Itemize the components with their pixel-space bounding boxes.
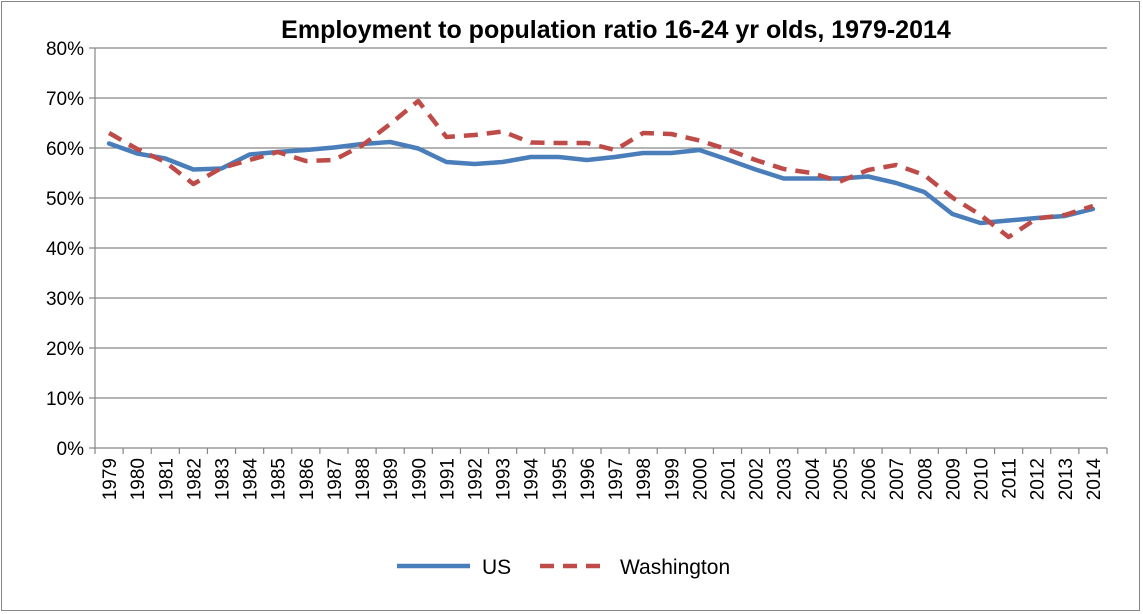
x-tick-label: 2003 xyxy=(775,458,796,500)
y-tick-label: 10% xyxy=(46,389,84,410)
x-tick-label: 1982 xyxy=(184,458,205,500)
x-tick-label: 1985 xyxy=(269,458,290,500)
y-axis-tick-labels: 0% 10% 20% 30% 40% 50% 60% 70% 80% xyxy=(46,39,84,460)
x-tick-label: 1993 xyxy=(494,458,515,500)
x-tick-label: 1987 xyxy=(325,458,346,500)
x-tick-label: 2009 xyxy=(943,458,964,500)
x-tick-label: 2002 xyxy=(747,458,768,500)
series-lines xyxy=(106,98,1096,240)
y-tick-label: 30% xyxy=(46,289,84,310)
y-tick-label: 60% xyxy=(46,139,84,160)
x-tick-label: 2008 xyxy=(915,458,936,500)
x-tick-label: 1984 xyxy=(241,458,262,501)
x-tick-label: 2013 xyxy=(1056,458,1077,500)
x-tick-label: 2010 xyxy=(972,458,993,500)
x-tick-label: 1991 xyxy=(437,458,458,500)
x-tick-label: 2007 xyxy=(887,458,908,500)
x-tick-label: 1980 xyxy=(128,458,149,500)
x-tick-label: 2006 xyxy=(859,458,880,500)
series-line-washington xyxy=(107,98,1094,240)
chart-title: Employment to population ratio 16-24 yr … xyxy=(281,16,951,44)
x-tick-label: 1988 xyxy=(353,458,374,500)
x-tick-label: 1999 xyxy=(662,458,683,500)
y-tick-label: 20% xyxy=(46,339,84,360)
x-tick-label: 1997 xyxy=(606,458,627,500)
x-tick-label: 1996 xyxy=(578,458,599,500)
y-tick-label: 50% xyxy=(46,189,84,210)
x-tick-label: 1983 xyxy=(213,458,234,500)
x-tick-label: 1981 xyxy=(156,458,177,500)
y-tick-label: 0% xyxy=(57,439,85,460)
x-tick-label: 1986 xyxy=(297,458,318,500)
x-tick-label: 1990 xyxy=(409,458,430,500)
x-axis-tick-labels: 1979 1980 1981 1982 1983 1984 1985 1986 1987 1988… xyxy=(100,458,1105,501)
x-tick-label: 1989 xyxy=(381,458,402,500)
y-tick-label: 40% xyxy=(46,239,84,260)
legend-label-washington: Washington xyxy=(620,556,730,579)
x-tick-label: 2001 xyxy=(719,458,740,500)
y-tick-label: 80% xyxy=(46,39,84,60)
legend-label-us: US xyxy=(482,556,511,579)
x-tick-label: 2014 xyxy=(1084,458,1105,501)
x-tick-label: 2005 xyxy=(831,458,852,500)
x-tick-label: 1992 xyxy=(466,458,487,500)
x-tick-label: 2011 xyxy=(1000,458,1021,499)
x-tick-label: 1979 xyxy=(100,458,121,500)
legend: US Washington xyxy=(397,556,730,579)
x-tick-label: 1998 xyxy=(634,458,655,500)
x-tick-label: 1995 xyxy=(550,458,571,500)
gridlines xyxy=(95,47,1107,399)
y-tick-label: 70% xyxy=(46,89,84,110)
series-line-us xyxy=(106,139,1096,226)
x-tick-label: 1994 xyxy=(522,458,543,501)
x-tick-label: 2012 xyxy=(1028,458,1049,500)
axes xyxy=(89,47,1108,454)
x-tick-label: 2000 xyxy=(690,458,711,500)
x-tick-label: 2004 xyxy=(803,458,824,501)
